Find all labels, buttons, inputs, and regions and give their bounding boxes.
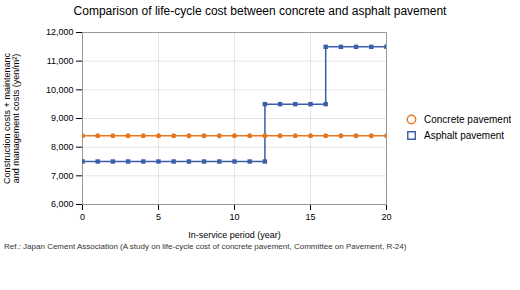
svg-text:12,000: 12,000 — [46, 27, 74, 37]
svg-text:11,000: 11,000 — [47, 56, 74, 66]
html-text:Concrete pavement: Concrete pavement — [424, 113, 512, 125]
svg-text:5: 5 — [156, 212, 161, 222]
svg-text:8,000: 8,000 — [51, 142, 74, 152]
html-text:Ref.: Japan Cement Association: Ref.: Japan Cement Association (A study … — [4, 242, 407, 251]
svg-text:0: 0 — [80, 212, 85, 222]
svg-text:Construction costs + maintenan: Construction costs + maintenancand manag… — [2, 53, 21, 184]
svg-text:In-service period (year): In-service period (year) — [188, 230, 281, 240]
svg-text:6,000: 6,000 — [51, 199, 74, 209]
svg-text:15: 15 — [305, 212, 315, 222]
svg-text:10: 10 — [229, 212, 239, 222]
svg-text:20: 20 — [381, 212, 391, 222]
svg-text:10,000: 10,000 — [46, 85, 74, 95]
svg-text:7,000: 7,000 — [51, 171, 74, 181]
html-text:Comparison of life-cycle cost: Comparison of life-cycle cost between co… — [73, 4, 447, 18]
svg-text:9,000: 9,000 — [51, 113, 74, 123]
html-text:Asphalt pavement: Asphalt pavement — [424, 129, 505, 141]
